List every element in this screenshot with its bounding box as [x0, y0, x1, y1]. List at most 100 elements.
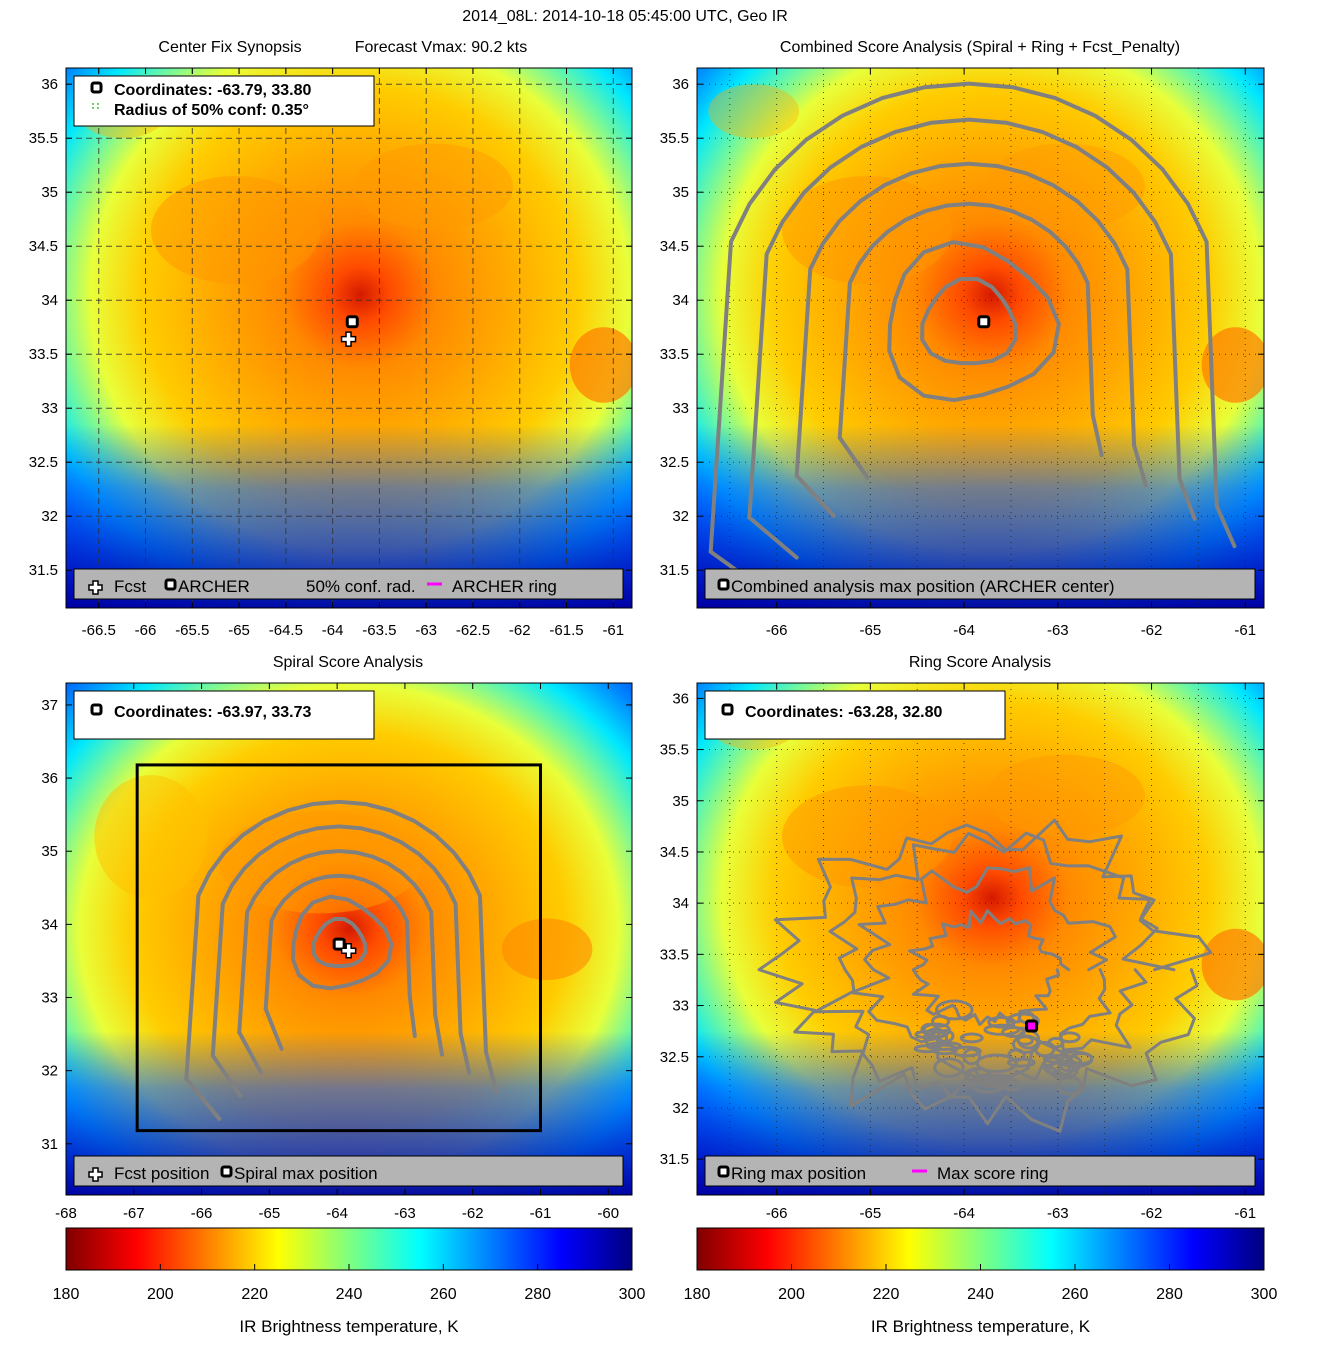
score-contour — [920, 277, 1018, 366]
ring-contour-blob — [1057, 1054, 1083, 1073]
legend: Combined analysis max position (ARCHER c… — [704, 568, 1256, 600]
y-tick-label: 32 — [672, 508, 689, 525]
y-tick-label: 33 — [41, 400, 58, 417]
ring-contour-blob — [1005, 1012, 1040, 1030]
info-box: Coordinates: -63.97, 33.73 — [73, 690, 375, 740]
ring-contour-blob — [1042, 1056, 1063, 1075]
score-contour-tail — [210, 1053, 243, 1098]
colorbar-tick-label: 280 — [524, 1286, 551, 1303]
x-tick-label: -61 — [602, 622, 624, 639]
x-tick-label: -66 — [766, 622, 788, 639]
score-contour — [311, 917, 368, 968]
score-contour — [263, 873, 412, 1011]
info-marker-icon — [721, 703, 734, 716]
score-contour — [290, 894, 394, 991]
info-line: Radius of 50% conf: 0.35° — [114, 102, 309, 119]
y-tick-label: 33 — [41, 990, 58, 1007]
panel-title: Combined Score Analysis (Spiral + Ring +… — [780, 39, 1180, 56]
ir-image — [66, 683, 632, 1195]
colorbar-tick-label: 200 — [147, 1286, 174, 1303]
legend-frame — [704, 1155, 1256, 1187]
x-tick-label: -63.5 — [362, 622, 396, 639]
x-tick-label: -65 — [228, 622, 250, 639]
colorbar-top-tick-label: -67 — [123, 1205, 145, 1222]
y-tick-label: 31 — [41, 1136, 58, 1153]
x-tick-label: -61 — [1234, 622, 1256, 639]
colorbar-xlabel: IR Brightness temperature, K — [871, 1317, 1091, 1336]
info-box-frame — [73, 690, 375, 740]
panel-title: Spiral Score Analysis — [273, 654, 423, 671]
ring-contour-blob — [1047, 1036, 1065, 1049]
x-tick-label: -62.5 — [456, 622, 490, 639]
ir-cloud-cell — [782, 176, 953, 284]
legend-label: ARCHER ring — [452, 577, 557, 596]
score-contour-tail — [1090, 413, 1104, 458]
legend: Ring max position Max score ring — [704, 1155, 1256, 1187]
colorbar-bar — [696, 1227, 1265, 1271]
y-tick-label: 35 — [672, 793, 689, 810]
legend-label: 50% conf. rad. — [306, 577, 416, 596]
colorbar-top-tick-label: -61 — [530, 1205, 552, 1222]
colorbar-tick-label: 260 — [430, 1286, 457, 1303]
legend-label: Combined analysis max position (ARCHER c… — [731, 577, 1115, 596]
grid — [66, 68, 632, 608]
y-tick-label: 32 — [672, 1100, 689, 1117]
axes-frame — [65, 682, 633, 1196]
legend-label: Fcst position — [114, 1164, 209, 1183]
legend-square-icon — [164, 578, 177, 591]
info-marker-icon — [90, 81, 103, 94]
colorbar-tick-label: 180 — [684, 1286, 711, 1303]
legend-frame — [704, 568, 1256, 600]
colorbar-tick-label: 180 — [53, 1286, 80, 1303]
score-contour-tail — [1214, 504, 1237, 549]
y-tick-label: 31.5 — [660, 562, 689, 579]
ring-contour — [757, 818, 1213, 1133]
score-contour — [708, 81, 1219, 554]
forecast-marker — [340, 331, 357, 347]
info-line: Coordinates: -63.79, 33.80 — [114, 82, 312, 99]
info-box-frame — [73, 75, 375, 127]
score-contour-tail — [1132, 443, 1148, 488]
panel-combined: 31.5 32 32.5 33 33.5 34 34.5 35 35.5 36 -66 -65 -64 -… — [660, 39, 1265, 639]
y-tick-label: 33.5 — [29, 346, 58, 363]
y-tick-label: 34.5 — [660, 844, 689, 861]
search-box — [135, 763, 542, 1133]
colorbar-tick-label: 220 — [241, 1286, 268, 1303]
info-box: Coordinates: -63.28, 32.80 — [704, 690, 1006, 740]
colorbar-top-tick-label: -66 — [191, 1205, 213, 1222]
colorbar-top-tick-label: -63 — [394, 1205, 416, 1222]
ir-cloud-cell — [501, 918, 593, 980]
y-tick-label: 34 — [672, 292, 689, 309]
x-tick-label: -62 — [1141, 622, 1163, 639]
score-contour-tail — [237, 1030, 263, 1075]
y-tick-label: 36 — [672, 690, 689, 707]
y-tick-label: 32.5 — [660, 454, 689, 471]
colorbar-top-tick-label: -64 — [953, 1205, 975, 1222]
ticks: 31.5 32 32.5 33 33.5 34 34.5 35 35.5 36 -66.5 -66 -6… — [29, 68, 632, 639]
score-contour — [184, 799, 488, 1081]
ticks: 31.5 32 32.5 33 33.5 34 34.5 35 35.5 36 — [660, 683, 1264, 1195]
legend-label: Ring max position — [731, 1164, 866, 1183]
ring-contour-blob — [933, 1057, 965, 1078]
panel-ring: 31.5 32 32.5 33 33.5 34 34.5 35 35.5 36 Ring Score… — [660, 654, 1265, 1196]
score-contour-tail — [1177, 476, 1197, 521]
colorbar-tick-label: 300 — [1251, 1286, 1278, 1303]
y-tick-label: 34.5 — [660, 238, 689, 255]
y-tick-label: 34.5 — [29, 238, 58, 255]
score-contour — [237, 849, 438, 1035]
axes-frame — [65, 67, 633, 609]
colorbar-top-tick-label: -61 — [1234, 1205, 1256, 1222]
score-contour-tail — [458, 1031, 472, 1076]
x-tick-label: -65 — [860, 622, 882, 639]
y-tick-label: 32.5 — [660, 1049, 689, 1066]
ring-contour-blob — [1058, 1031, 1081, 1044]
colorbar-top-tick-label: -66 — [766, 1205, 788, 1222]
ir-cloud-cell — [1201, 327, 1264, 403]
colorbar-right: -66 -65 -64 -63 -62 -61 180 200 220 240 260 280 300 I… — [684, 1205, 1278, 1336]
ir-cloud-cell — [569, 327, 632, 403]
contours — [757, 818, 1213, 1133]
legend-label: Max score ring — [937, 1164, 1048, 1183]
y-tick-label: 31.5 — [660, 1151, 689, 1168]
